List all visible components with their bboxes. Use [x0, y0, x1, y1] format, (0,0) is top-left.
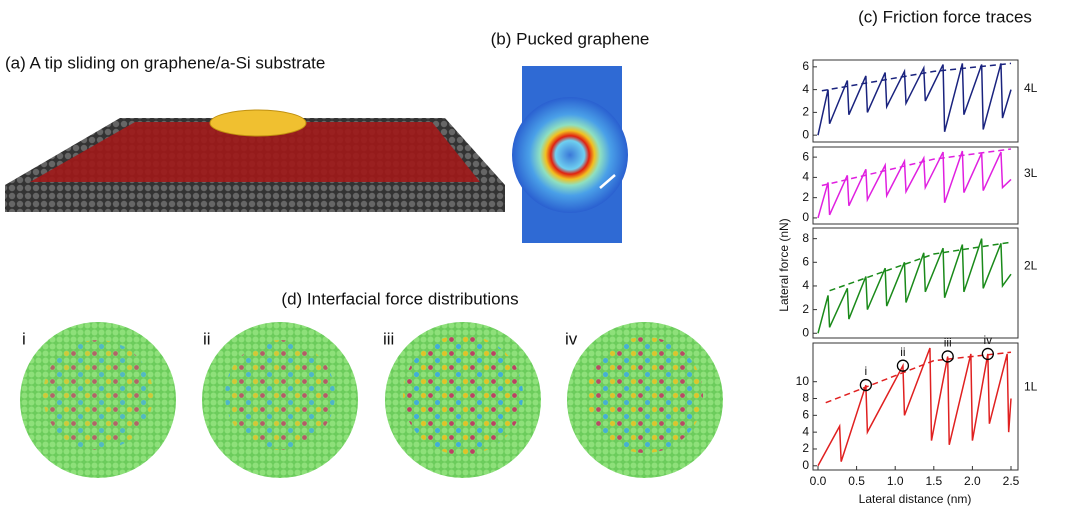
y-tick-label: 2 — [802, 190, 809, 204]
y-tick-label: 2 — [802, 105, 809, 119]
x-tick-label: 2.5 — [1003, 474, 1020, 488]
y-tick-label: 6 — [802, 59, 809, 73]
x-tick-label: 2.0 — [964, 474, 981, 488]
marker-label: i — [865, 364, 868, 378]
disk-label: i — [22, 329, 26, 348]
force-disks — [20, 322, 723, 478]
y-tick-label: 4 — [802, 170, 809, 184]
layer-label: 3L — [1024, 166, 1038, 180]
y-axis-label: Lateral force (nN) — [777, 218, 791, 311]
y-tick-label: 6 — [802, 254, 809, 268]
y-tick-label: 0 — [802, 127, 809, 141]
y-tick-label: 0 — [802, 210, 809, 224]
y-tick-label: 4 — [802, 82, 809, 96]
plot-frame — [813, 147, 1018, 224]
x-tick-label: 0.5 — [848, 474, 865, 488]
trace — [818, 239, 1011, 334]
pucked-image — [512, 66, 628, 243]
y-tick-label: 2 — [802, 441, 809, 455]
x-tick-label: 0.0 — [810, 474, 827, 488]
x-tick-label: 1.0 — [887, 474, 904, 488]
layer-label: 4L — [1024, 81, 1038, 95]
y-tick-label: 8 — [802, 231, 809, 245]
y-tick-label: 4 — [802, 424, 809, 438]
marker-label: iv — [984, 333, 993, 347]
trace — [818, 151, 1011, 218]
x-axis-label: Lateral distance (nm) — [859, 492, 972, 506]
marker-label: iii — [944, 336, 952, 350]
plot-frame — [813, 343, 1018, 470]
figure: (a) A tip sliding on graphene/a-Si subst… — [0, 0, 1074, 513]
marker-label: ii — [900, 345, 905, 359]
y-tick-label: 2 — [802, 302, 809, 316]
trace — [818, 348, 1011, 466]
disk-label: ii — [203, 329, 211, 348]
disk-label: iii — [383, 329, 394, 348]
panel-title: (a) A tip sliding on graphene/a-Si subst… — [5, 53, 325, 72]
layer-label: 1L — [1024, 380, 1038, 394]
y-tick-label: 6 — [802, 149, 809, 163]
layer-label: 2L — [1024, 259, 1038, 273]
plot-frame — [813, 60, 1018, 142]
y-tick-label: 6 — [802, 408, 809, 422]
x-tick-label: 1.5 — [925, 474, 942, 488]
y-tick-label: 0 — [802, 325, 809, 339]
panel-title: (d) Interfacial force distributions — [281, 289, 518, 308]
slab-image — [5, 110, 505, 212]
y-tick-label: 8 — [802, 391, 809, 405]
y-tick-label: 0 — [802, 458, 809, 472]
plot-frame — [813, 228, 1018, 338]
panel-title: (c) Friction force traces — [858, 7, 1032, 26]
y-tick-label: 10 — [796, 374, 810, 388]
y-tick-label: 4 — [802, 278, 809, 292]
disk-label: iv — [565, 329, 578, 348]
panel-title: (b) Pucked graphene — [491, 29, 650, 48]
